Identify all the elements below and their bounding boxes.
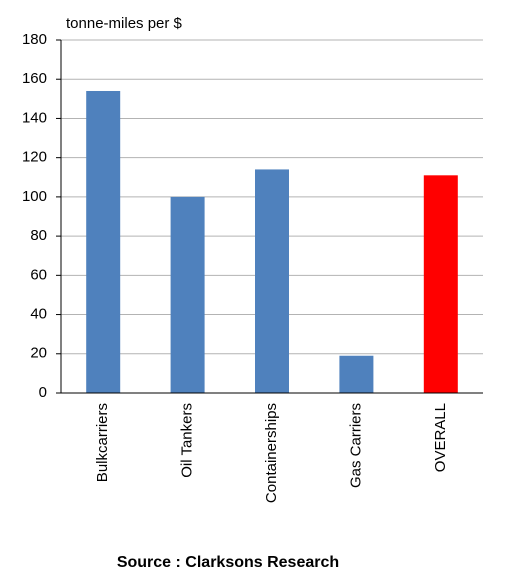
- y-tick-label: 180: [22, 31, 47, 48]
- y-tick-label: 120: [22, 149, 47, 166]
- y-tick-label: 40: [30, 306, 47, 323]
- y-axis-label: tonne-miles per $: [66, 15, 183, 32]
- x-tick-label: Gas Carriers: [347, 403, 364, 488]
- x-tick-label: Containerships: [263, 403, 280, 503]
- x-tick-label: Oil Tankers: [179, 403, 196, 478]
- y-tick-label: 60: [30, 266, 47, 283]
- y-tick-label: 140: [22, 109, 47, 126]
- x-tick-label: OVERALL: [432, 403, 449, 472]
- bar: [86, 90, 121, 393]
- bar: [423, 175, 458, 393]
- y-tick-label: 80: [30, 227, 47, 244]
- y-tick-label: 100: [22, 188, 47, 205]
- y-tick-label: 160: [22, 70, 47, 87]
- y-tick-label: 0: [39, 384, 47, 401]
- x-tick-label: Bulkcarriers: [94, 403, 111, 482]
- bar: [170, 196, 205, 393]
- source-note: Source : Clarksons Research: [117, 554, 339, 571]
- bar: [339, 355, 374, 393]
- y-tick-label: 20: [30, 345, 47, 362]
- bar: [255, 169, 289, 393]
